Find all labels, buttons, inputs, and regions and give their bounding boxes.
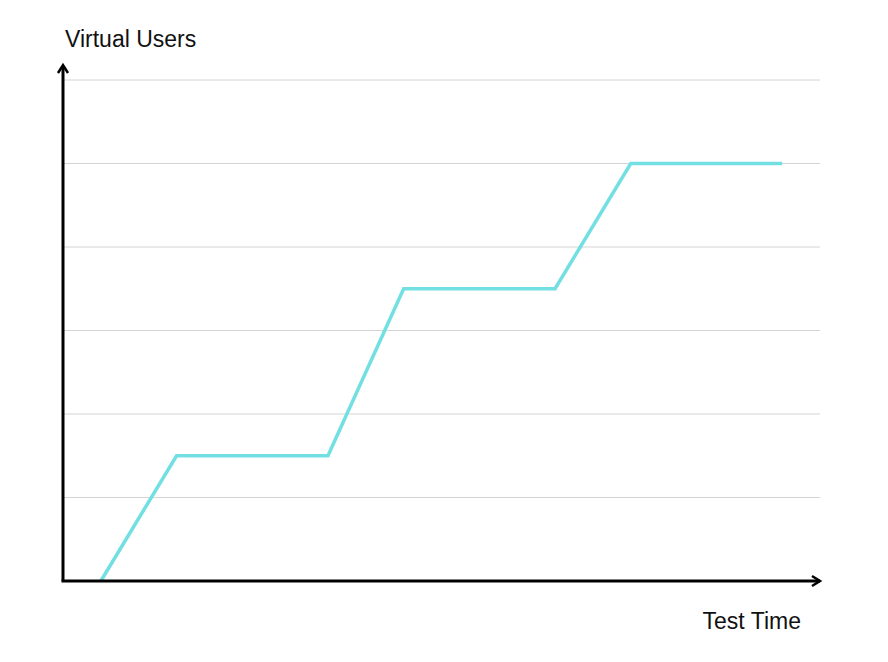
grid-line — [63, 80, 820, 81]
grid-line — [63, 330, 820, 331]
y-axis-label: Virtual Users — [65, 26, 196, 52]
chart-svg: Virtual Users Test Time — [0, 0, 888, 662]
x-axis-label: Test Time — [703, 608, 801, 634]
grid-line — [63, 497, 820, 498]
data-line — [101, 164, 782, 582]
chart-container: Virtual Users Test Time — [0, 0, 888, 662]
y-axis — [62, 66, 65, 581]
y-axis-arrow — [58, 65, 68, 73]
x-axis — [62, 580, 821, 583]
plot-area — [101, 164, 782, 582]
grid-line — [63, 414, 820, 415]
x-axis-arrow — [812, 576, 820, 586]
grid-line — [63, 247, 820, 248]
